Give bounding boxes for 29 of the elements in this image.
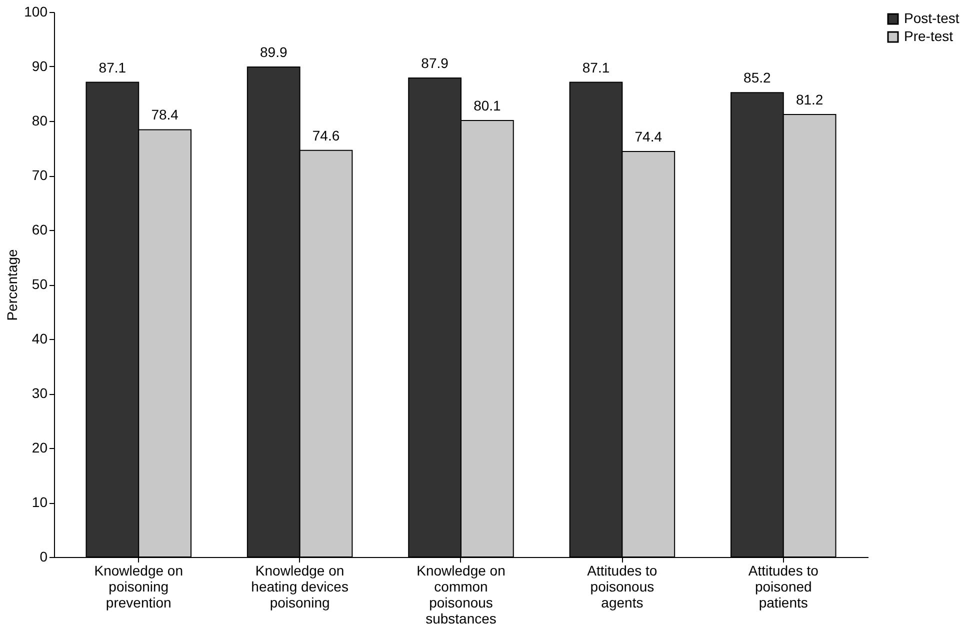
y-tick-label: 10	[32, 494, 48, 510]
data-label: 85.2	[744, 70, 772, 86]
x-tick-label: Attitudes to poisoned patients	[748, 562, 819, 610]
y-tick-label: 60	[32, 222, 48, 238]
y-tick-label: 100	[24, 4, 48, 20]
legend-label: Post-test	[904, 10, 960, 26]
data-label: 87.1	[98, 59, 126, 76]
y-tick-label: 50	[32, 276, 48, 292]
data-label: 81.2	[796, 91, 824, 108]
data-label: 80.1	[474, 97, 502, 114]
data-label: 89.9	[260, 44, 288, 60]
x-tick-label: Knowledge on poisoning prevention	[94, 562, 183, 610]
data-label: 74.6	[312, 127, 340, 144]
x-tick-label: Knowledge on common poisonous substances	[416, 562, 506, 626]
data-label: 87.1	[582, 59, 610, 76]
y-tick-label: 80	[32, 112, 48, 128]
y-tick-label: 20	[32, 440, 48, 456]
y-tick-label: 40	[32, 330, 48, 346]
y-tick-label: 0	[40, 548, 48, 564]
data-label: 87.9	[421, 54, 449, 71]
data-label: 78.4	[151, 106, 179, 123]
y-axis-title: Percentage	[4, 248, 20, 321]
legend-label: Pre-test	[904, 28, 954, 44]
x-tick-label: Attitudes to poisonous agents	[587, 562, 658, 610]
y-tick-label: 90	[32, 58, 48, 74]
data-label: 74.4	[634, 128, 662, 145]
y-tick-label: 70	[32, 167, 48, 183]
x-tick-label: Knowledge on heating devices poisoning	[251, 562, 348, 610]
y-tick-label: 30	[32, 385, 48, 401]
